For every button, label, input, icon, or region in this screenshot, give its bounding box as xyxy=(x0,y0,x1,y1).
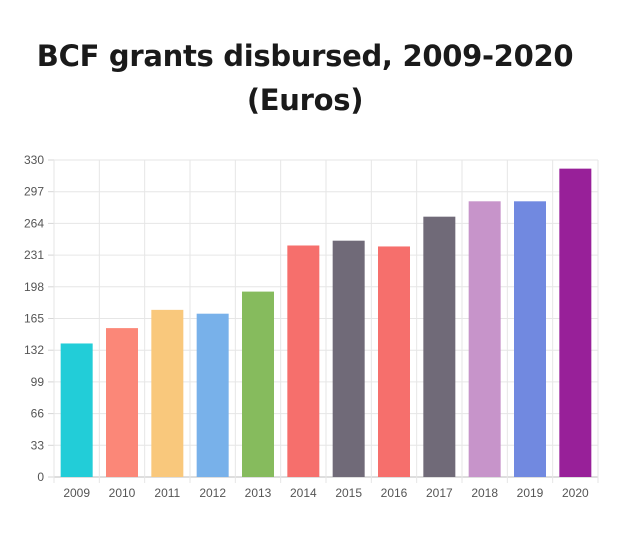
x-tick-label: 2016 xyxy=(381,486,408,500)
y-tick-label: 132 xyxy=(24,343,44,357)
x-tick-label: 2020 xyxy=(562,486,589,500)
bar-2019 xyxy=(514,201,546,477)
bar-2015 xyxy=(332,240,365,477)
x-tick-label: 2014 xyxy=(290,486,317,500)
bar-2016 xyxy=(378,246,410,477)
y-tick-label: 99 xyxy=(31,375,45,389)
x-tick-label: 2010 xyxy=(109,486,136,500)
x-tick-label: 2013 xyxy=(245,486,272,500)
bar-2009 xyxy=(60,343,93,477)
x-tick-label: 2012 xyxy=(199,486,226,500)
x-tick-label: 2019 xyxy=(517,486,544,500)
y-tick-label: 198 xyxy=(24,280,44,294)
bar-2017 xyxy=(423,216,456,477)
y-tick-label: 264 xyxy=(24,216,44,230)
bar-2013 xyxy=(242,291,274,477)
bar-2010 xyxy=(106,328,138,477)
y-tick-label: 330 xyxy=(24,153,44,167)
y-tick-label: 297 xyxy=(24,185,44,199)
y-tick-label: 231 xyxy=(24,248,44,262)
x-axis: 2009 2010 2011 2012 2013 2014 2015 2016 2017 2018… xyxy=(63,486,589,500)
x-tick-label: 2011 xyxy=(154,486,180,500)
y-tick-label: 33 xyxy=(31,438,45,452)
y-tick-label: 66 xyxy=(31,407,45,421)
x-tick-label: 2009 xyxy=(63,486,90,500)
bar-2018 xyxy=(468,201,501,477)
y-axis: 0 33 66 99 132 165 198 231 264 297 330 xyxy=(24,153,44,484)
x-tick-label: 2018 xyxy=(471,486,498,500)
bar-2011 xyxy=(151,309,184,477)
bars xyxy=(60,168,592,478)
x-tick-label: 2015 xyxy=(335,486,362,500)
chart-title: BCF grants disbursed, 2009-2020 (Euros) xyxy=(36,39,574,117)
bar-2012 xyxy=(196,313,229,477)
bar-2020 xyxy=(559,168,592,478)
y-tick-label: 165 xyxy=(24,312,44,326)
grid xyxy=(48,159,599,483)
bar-2014 xyxy=(287,245,320,477)
x-tick-label: 2017 xyxy=(426,486,453,500)
y-tick-label: 0 xyxy=(37,470,44,484)
